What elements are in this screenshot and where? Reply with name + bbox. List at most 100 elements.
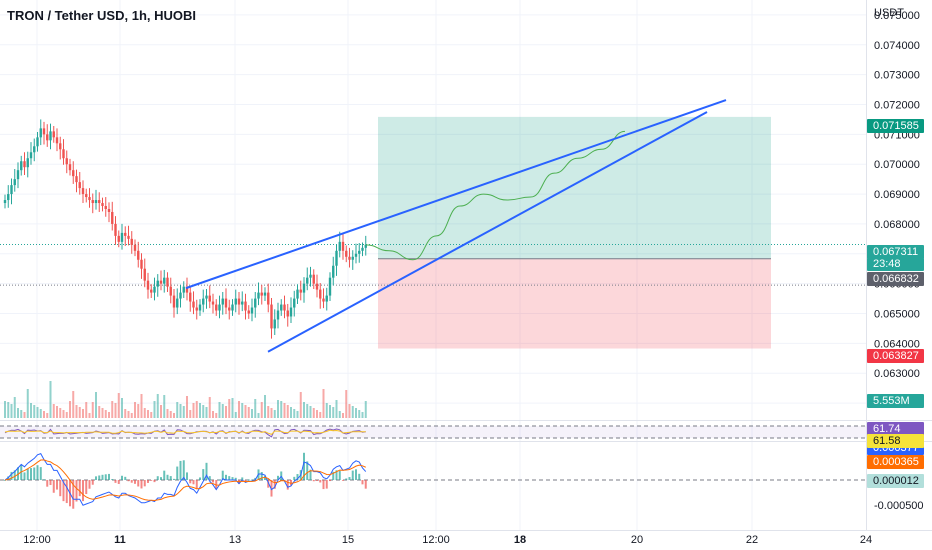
candle (146, 280, 150, 290)
volume-bar (299, 392, 302, 418)
volume-bar (293, 409, 296, 418)
candle (312, 274, 315, 284)
candles (3, 119, 367, 339)
volume-bar (78, 407, 81, 418)
loss-zone (378, 258, 771, 349)
candle (150, 289, 153, 293)
volume-bar (348, 404, 351, 418)
resistance-trendline (185, 99, 727, 290)
volume-bar (322, 389, 325, 418)
candle (52, 131, 55, 138)
volume-bar (286, 405, 289, 418)
candle (88, 197, 91, 201)
candle (348, 256, 351, 260)
candle (283, 304, 286, 311)
candle (228, 307, 231, 311)
rsi-ma-tag: 61.58 (867, 434, 924, 448)
candle (267, 292, 270, 305)
last-price-tag-text: 0.067311 (873, 246, 918, 258)
support-trendline (267, 111, 708, 353)
macd-bar (264, 475, 266, 480)
volume-bar (234, 412, 237, 418)
macd-bar (234, 477, 237, 480)
volume-bar (192, 403, 195, 418)
candle (224, 298, 228, 308)
candle (328, 277, 332, 296)
macd-bar (134, 480, 136, 484)
volume-bar (10, 404, 13, 418)
price-tick-label: 0.073000 (874, 70, 920, 82)
candle (156, 280, 159, 287)
macd-line (4, 452, 367, 506)
macd-bar (121, 475, 123, 480)
volume-bar (254, 399, 257, 418)
volume-bar (267, 406, 270, 418)
time-tick-label: 24 (860, 534, 872, 546)
volume-tag-bg (867, 394, 924, 408)
rsi-band (0, 426, 866, 438)
macd-bar (62, 480, 65, 502)
candle (202, 298, 205, 305)
volume-bar (143, 408, 146, 418)
macd-bar (156, 476, 159, 480)
candle (101, 203, 104, 207)
rsi-tag: 61.74 (867, 422, 924, 436)
volume-bar (189, 410, 192, 418)
candle (124, 232, 127, 236)
volume-bar (130, 413, 133, 418)
candle (153, 286, 156, 293)
countdown-tag: 23:48 (867, 258, 924, 271)
volume-bar (156, 394, 159, 418)
candle (176, 298, 179, 308)
volume-bar (49, 381, 52, 418)
macd-bar (358, 473, 361, 480)
macd-bar (332, 471, 335, 480)
candle (3, 200, 7, 204)
candle (280, 304, 283, 311)
volume-bar (283, 403, 286, 418)
macd-bar (108, 473, 110, 480)
macd-signal-tag-bg (867, 455, 924, 469)
macd-bar (140, 480, 143, 489)
candle (111, 211, 114, 224)
macd-bar (95, 476, 97, 480)
macd-bar (205, 462, 208, 480)
candle (140, 259, 143, 269)
volume-bar (264, 395, 266, 418)
volume-bar (85, 402, 88, 418)
candle (250, 307, 254, 314)
macd-bar (338, 470, 341, 480)
macd-bar (104, 474, 107, 480)
macd-bar (345, 478, 348, 480)
target-price-tag: 0.071585 (867, 119, 924, 133)
volume-bar (273, 410, 276, 418)
volume-bar (127, 411, 130, 418)
last-price-tag-bg (867, 245, 924, 259)
volume-bar (358, 410, 361, 418)
candle (26, 158, 29, 168)
macd-bar (173, 478, 175, 480)
forecast-path (365, 130, 626, 261)
volume-bar (101, 408, 104, 418)
volume-bar (114, 403, 117, 418)
volume-bar (342, 413, 344, 418)
price-tick-label: 0.068000 (874, 219, 920, 231)
macd-bar (78, 480, 81, 497)
candle (127, 235, 130, 239)
macd-bar (303, 452, 305, 480)
candle (361, 247, 364, 251)
candle (215, 304, 218, 311)
macd-bar (46, 480, 49, 487)
candle (260, 292, 263, 296)
candle (179, 292, 182, 299)
macd-bar (212, 480, 214, 483)
volume-bar (260, 402, 263, 418)
macd-bar (221, 470, 224, 480)
volume-bar (82, 409, 84, 418)
candle (273, 319, 276, 329)
macd-bar (273, 480, 276, 489)
volume-bar (241, 403, 244, 418)
price-tick-label: 0.064000 (874, 338, 920, 350)
macd-bar (163, 470, 166, 480)
